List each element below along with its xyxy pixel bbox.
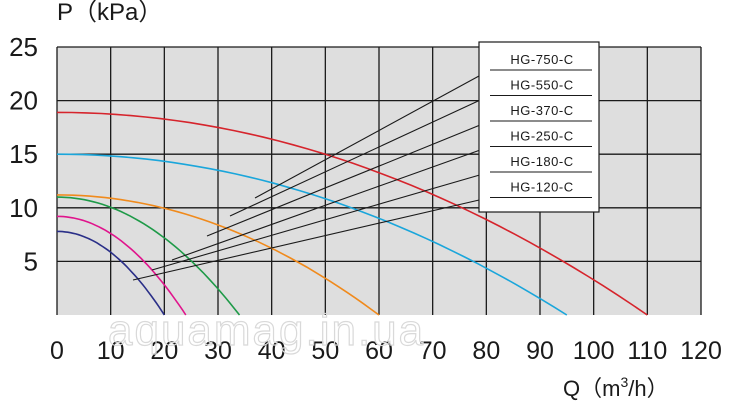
x-axis-label-superscript: 3 (620, 374, 628, 390)
series-line-hg-370-c (56, 194, 380, 316)
watermark: aquamag.in.ua (108, 306, 425, 355)
series-line-hg-250-c (56, 196, 241, 316)
legend-label-hg-120-c: HG-120-C (510, 180, 573, 195)
x-tick-label: 60 (365, 337, 393, 365)
series-line-hg-180-c (57, 215, 187, 316)
legend-label-hg-550-c: HG-550-C (510, 78, 573, 93)
x-tick-labels: 0 10 20 30 40 50 60 70 80 90 100 110 120 (50, 337, 722, 365)
x-tick-label: 90 (526, 337, 554, 365)
x-tick-label: 40 (258, 337, 286, 365)
series-layer (56, 111, 648, 316)
x-axis-label-main: Q（m (563, 376, 620, 401)
legend-leader-line (206, 120, 491, 237)
x-tick-label: 30 (204, 337, 232, 365)
y-tick-labels: 25 20 15 10 5 (9, 32, 38, 276)
legend-label-hg-370-c: HG-370-C (510, 103, 573, 118)
x-axis-label-unit: /h） (628, 376, 668, 401)
legend-leader-line (132, 196, 491, 281)
y-tick-label: 10 (9, 193, 38, 223)
series-line-hg-120-c (57, 230, 165, 316)
y-tick-label: 25 (9, 32, 38, 62)
legend-leader-lines (132, 69, 491, 281)
x-tick-label: 10 (97, 337, 125, 365)
legend-leader-line (171, 145, 491, 261)
x-tick-label: 120 (680, 337, 722, 365)
x-tick-label: 110 (627, 337, 667, 365)
legend-leader-line (254, 69, 491, 199)
x-axis-label: Q（m3/h） (563, 374, 669, 401)
x-tick-label: 0 (50, 337, 64, 365)
x-tick-label: 100 (573, 337, 615, 365)
x-tick-label: 20 (150, 337, 178, 365)
legend: HG-750-C HG-550-C HG-370-C HG-250-C HG-180-C… (478, 41, 600, 213)
series-line-hg-750-c (56, 111, 648, 316)
legend-label-hg-750-c: HG-750-C (510, 52, 573, 67)
legend-leader-line (151, 171, 491, 271)
series-line-hg-550-c (56, 153, 568, 316)
legend-label-hg-180-c: HG-180-C (510, 154, 573, 169)
x-tick-label: 80 (472, 337, 500, 365)
y-tick-label: 20 (9, 86, 38, 116)
x-tick-label: 50 (311, 337, 339, 365)
y-tick-label: 5 (24, 246, 38, 276)
x-tick-label: 70 (419, 337, 447, 365)
legend-leader-line (229, 95, 491, 217)
y-axis-label: P（kPa） (57, 0, 162, 26)
legend-label-hg-250-c: HG-250-C (510, 129, 573, 144)
y-tick-label: 15 (9, 139, 38, 169)
